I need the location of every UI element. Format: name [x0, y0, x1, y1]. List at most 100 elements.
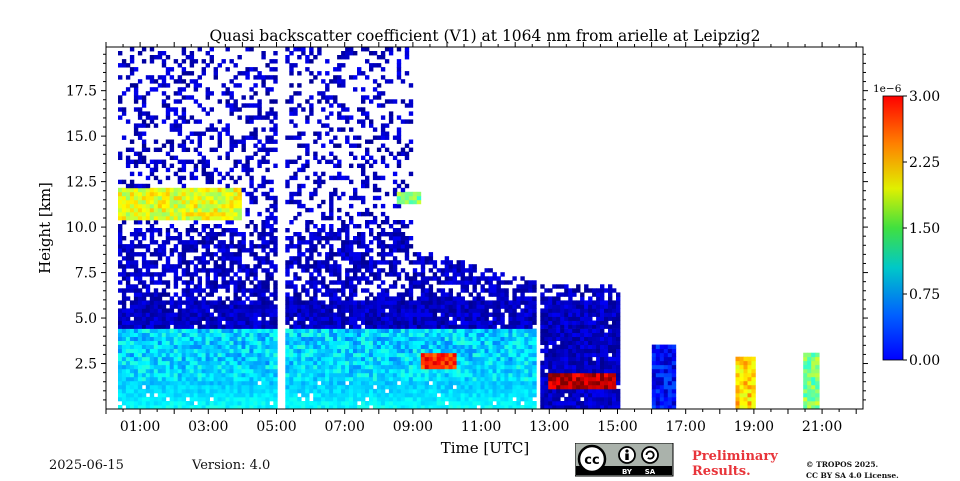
heatmap-cell — [141, 139, 147, 144]
heatmap-cell — [193, 240, 199, 245]
heatmap-cell — [165, 284, 171, 289]
heatmap-cell — [153, 159, 159, 165]
heatmap-cell — [118, 288, 123, 293]
heatmap-cell — [125, 296, 131, 301]
heatmap-cell — [173, 324, 179, 329]
heatmap-cell — [229, 244, 234, 249]
heatmap-cell — [165, 260, 171, 265]
heatmap-cell — [173, 336, 179, 342]
heatmap-cell — [229, 59, 234, 64]
heatmap-cell — [476, 320, 481, 325]
heatmap-cell — [488, 268, 493, 273]
heatmap-cell — [273, 348, 278, 354]
heatmap-cell — [173, 59, 179, 64]
heatmap-cell — [185, 207, 191, 213]
heatmap-cell — [125, 344, 131, 350]
heatmap-cell — [464, 300, 469, 305]
heatmap-cell — [153, 292, 159, 297]
heatmap-cell — [253, 284, 258, 289]
heatmap-cell — [221, 384, 226, 390]
heatmap-cell — [317, 316, 322, 321]
heatmap-cell — [309, 316, 314, 321]
heatmap-cell — [245, 376, 250, 382]
heatmap-cell — [141, 344, 147, 350]
heatmap-cell — [217, 364, 222, 370]
heatmap-cell — [133, 264, 139, 269]
heatmap-cell — [309, 191, 314, 197]
heatmap-cell — [297, 320, 302, 325]
heatmap-cell — [177, 356, 183, 362]
heatmap-cell — [396, 195, 402, 201]
heatmap-cell — [273, 368, 278, 374]
heatmap-cell — [345, 316, 350, 321]
heatmap-cell — [388, 316, 394, 321]
heatmap-cell — [161, 203, 167, 209]
heatmap-cell — [504, 304, 509, 309]
heatmap-cell — [289, 175, 294, 181]
heatmap-cell — [333, 312, 338, 317]
heatmap-cell — [476, 296, 481, 301]
heatmap-cell — [392, 324, 398, 329]
heatmap-cell — [388, 264, 394, 269]
heatmap-cell — [301, 356, 306, 362]
heatmap-cell — [492, 376, 497, 382]
heatmap-cell — [225, 123, 230, 128]
heatmap-cell — [512, 356, 517, 362]
heatmap-cell — [464, 376, 469, 382]
heatmap-cell — [241, 320, 246, 325]
heatmap-cell — [532, 364, 537, 370]
heatmap-cell — [289, 159, 294, 165]
heatmap-cell — [388, 356, 394, 362]
heatmap-cell — [353, 324, 358, 329]
heatmap-cell — [408, 236, 414, 241]
heatmap-cell — [213, 344, 218, 350]
heatmap-cell — [125, 308, 131, 313]
heatmap-cell — [213, 372, 218, 378]
heatmap-cell — [233, 348, 238, 354]
heatmap-cell — [237, 207, 242, 213]
heatmap-cell — [544, 405, 549, 410]
heatmap-cell — [241, 340, 246, 346]
heatmap-cell — [444, 372, 450, 378]
heatmap-cell — [257, 336, 262, 342]
heatmap-cell — [392, 220, 398, 225]
heatmap-cell — [353, 336, 358, 342]
heatmap-cell — [137, 312, 143, 317]
heatmap-cell — [460, 368, 465, 374]
heatmap-cell — [353, 187, 358, 193]
heatmap-cell — [153, 220, 159, 225]
heatmap-cell — [524, 392, 529, 398]
heatmap-cell — [237, 268, 242, 273]
heatmap-cell — [201, 224, 206, 229]
heatmap-cell — [353, 191, 358, 197]
heatmap-cell — [221, 405, 226, 410]
heatmap-cell — [512, 380, 517, 386]
heatmap-cell — [309, 296, 314, 301]
heatmap-cell — [225, 332, 230, 338]
heatmap-cell — [321, 300, 326, 305]
heatmap-cell — [221, 336, 226, 342]
heatmap-cell — [396, 356, 402, 362]
heatmap-cell — [372, 336, 378, 342]
heatmap-cell — [285, 380, 290, 386]
heatmap-cell — [253, 344, 258, 350]
heatmap-cell — [257, 352, 262, 358]
heatmap-cell — [365, 264, 370, 269]
heatmap-cell — [169, 384, 175, 390]
heatmap-cell — [193, 256, 199, 261]
heatmap-cell — [520, 360, 525, 366]
heatmap-cell — [241, 268, 246, 273]
heatmap-cell — [145, 364, 151, 370]
heatmap-cell — [293, 401, 298, 406]
heatmap-cell — [361, 308, 366, 313]
heatmap-cell — [261, 280, 266, 285]
heatmap-cell — [424, 280, 430, 285]
heatmap-cell — [464, 405, 469, 410]
heatmap-cell — [444, 392, 450, 398]
heatmap-cell — [460, 264, 465, 269]
heatmap-cell — [500, 336, 505, 342]
heatmap-cell — [440, 268, 446, 273]
heatmap-cell — [452, 280, 457, 285]
heatmap-cell — [221, 392, 226, 398]
heatmap-cell — [325, 328, 330, 334]
